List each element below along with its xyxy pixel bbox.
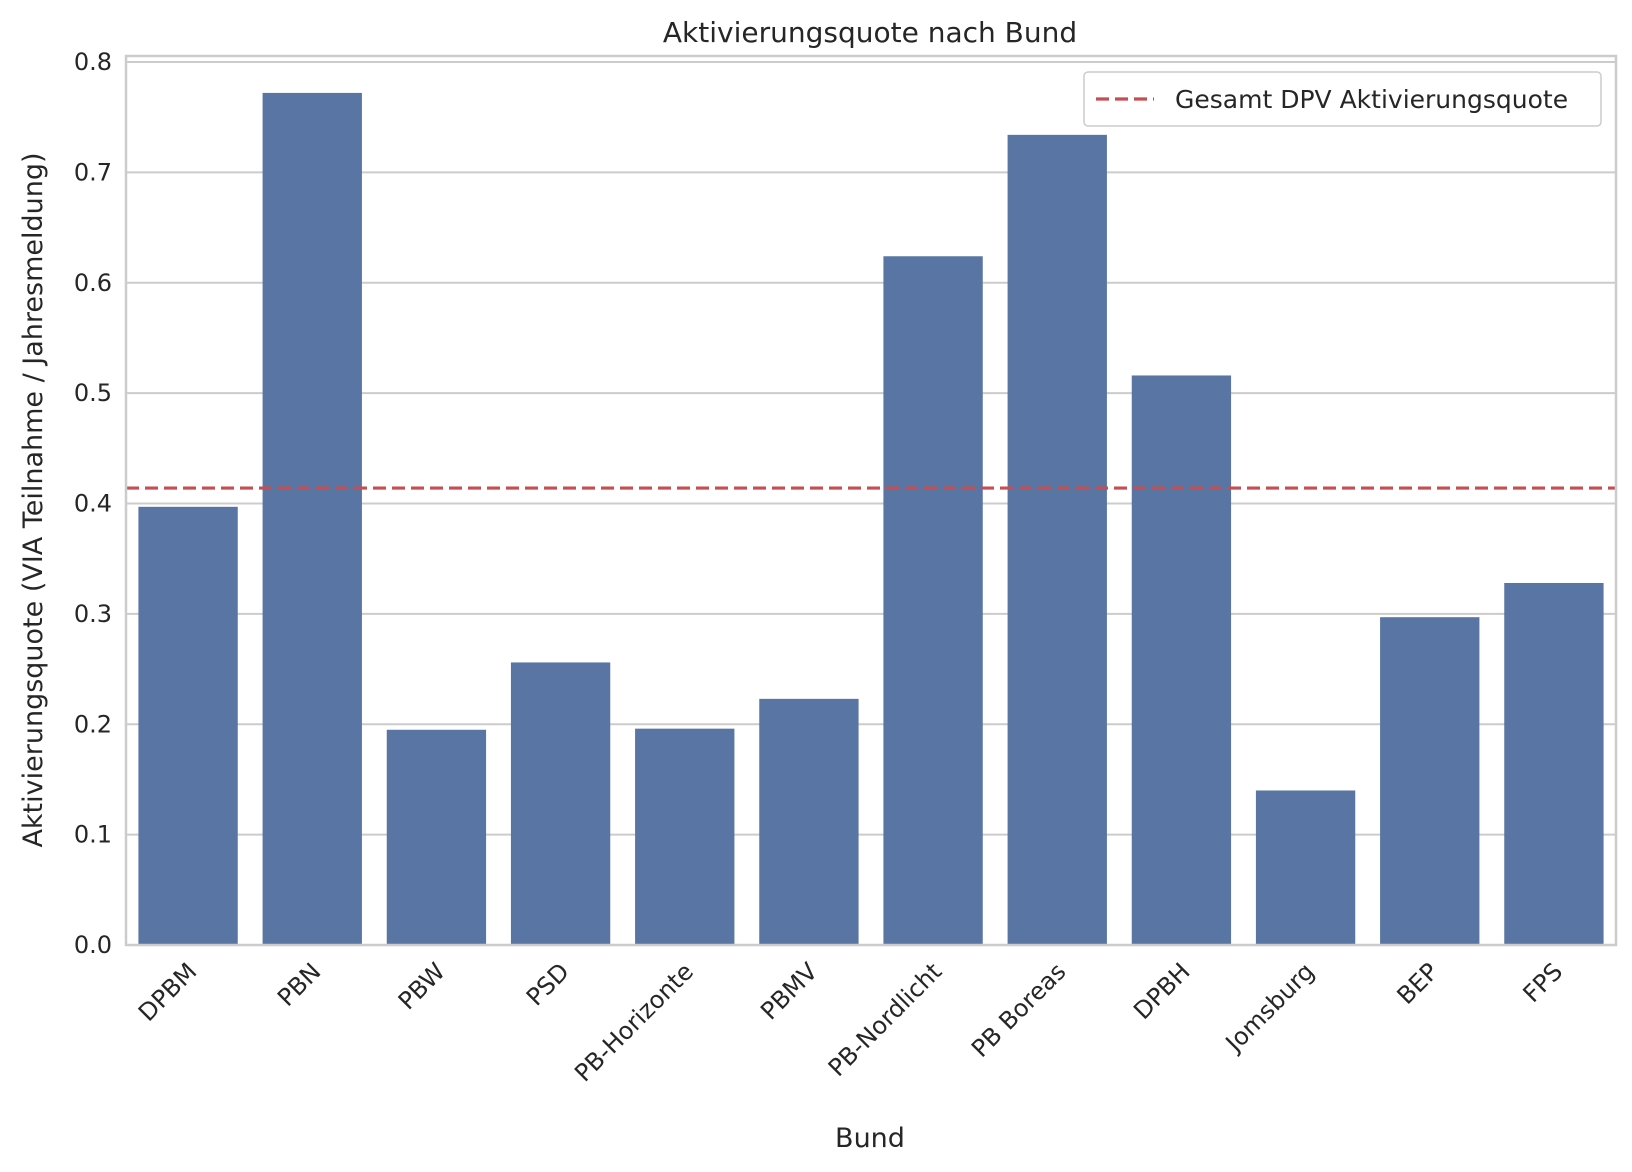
x-tick-label: PB-Nordlicht xyxy=(823,957,948,1082)
bar xyxy=(262,92,362,945)
x-tick-label: Jomsburg xyxy=(1219,957,1320,1058)
bar xyxy=(510,662,611,945)
x-tick-label: DPBH xyxy=(1128,957,1196,1025)
plot-frame xyxy=(124,54,1618,947)
chart-title: Aktivierungsquote nach Bund xyxy=(663,16,1077,49)
y-tick-label: 0.5 xyxy=(74,379,112,407)
x-tick-label: PSD xyxy=(521,957,575,1011)
bar xyxy=(1380,617,1480,945)
bar xyxy=(883,256,983,945)
y-axis-ticks: 0.0 0.1 0.2 0.3 0.4 0.5 0.6 0.7 0.8 xyxy=(74,48,112,959)
y-tick-label: 0.2 xyxy=(74,710,112,738)
bar xyxy=(1504,582,1604,945)
bar xyxy=(386,729,487,945)
y-tick-label: 0.0 xyxy=(74,931,112,959)
y-tick-label: 0.7 xyxy=(74,158,112,186)
x-tick-label: PB-Horizonte xyxy=(569,957,699,1087)
x-tick-label: PBW xyxy=(393,957,451,1015)
bar xyxy=(138,506,238,945)
y-tick-label: 0.6 xyxy=(74,269,112,297)
x-tick-label: PBN xyxy=(272,957,326,1011)
y-tick-label: 0.3 xyxy=(74,600,112,628)
bar xyxy=(1007,134,1107,945)
y-axis-label: Aktivierungsquote (VIA Teilnahme / Jahre… xyxy=(18,152,49,847)
legend: Gesamt DPV Aktivierungsquote xyxy=(1083,71,1602,127)
bar xyxy=(1255,790,1356,945)
x-tick-label: DPBM xyxy=(133,957,202,1026)
bar xyxy=(635,728,735,945)
x-tick-label: PBMV xyxy=(755,957,823,1025)
x-tick-label: PB Boreas xyxy=(966,957,1071,1062)
grid-lines xyxy=(126,61,1616,836)
bar xyxy=(759,698,859,945)
legend-box xyxy=(1083,71,1602,127)
bar xyxy=(1131,375,1232,946)
legend-label: Gesamt DPV Aktivierungsquote xyxy=(1175,85,1568,114)
x-axis-label: Bund xyxy=(835,1123,905,1154)
y-tick-label: 0.8 xyxy=(74,48,112,76)
y-tick-label: 0.4 xyxy=(74,490,112,518)
x-tick-label: BEP xyxy=(1392,957,1444,1009)
y-tick-label: 0.1 xyxy=(74,821,112,849)
bars xyxy=(138,92,1604,946)
x-tick-label: FPS xyxy=(1518,957,1569,1008)
